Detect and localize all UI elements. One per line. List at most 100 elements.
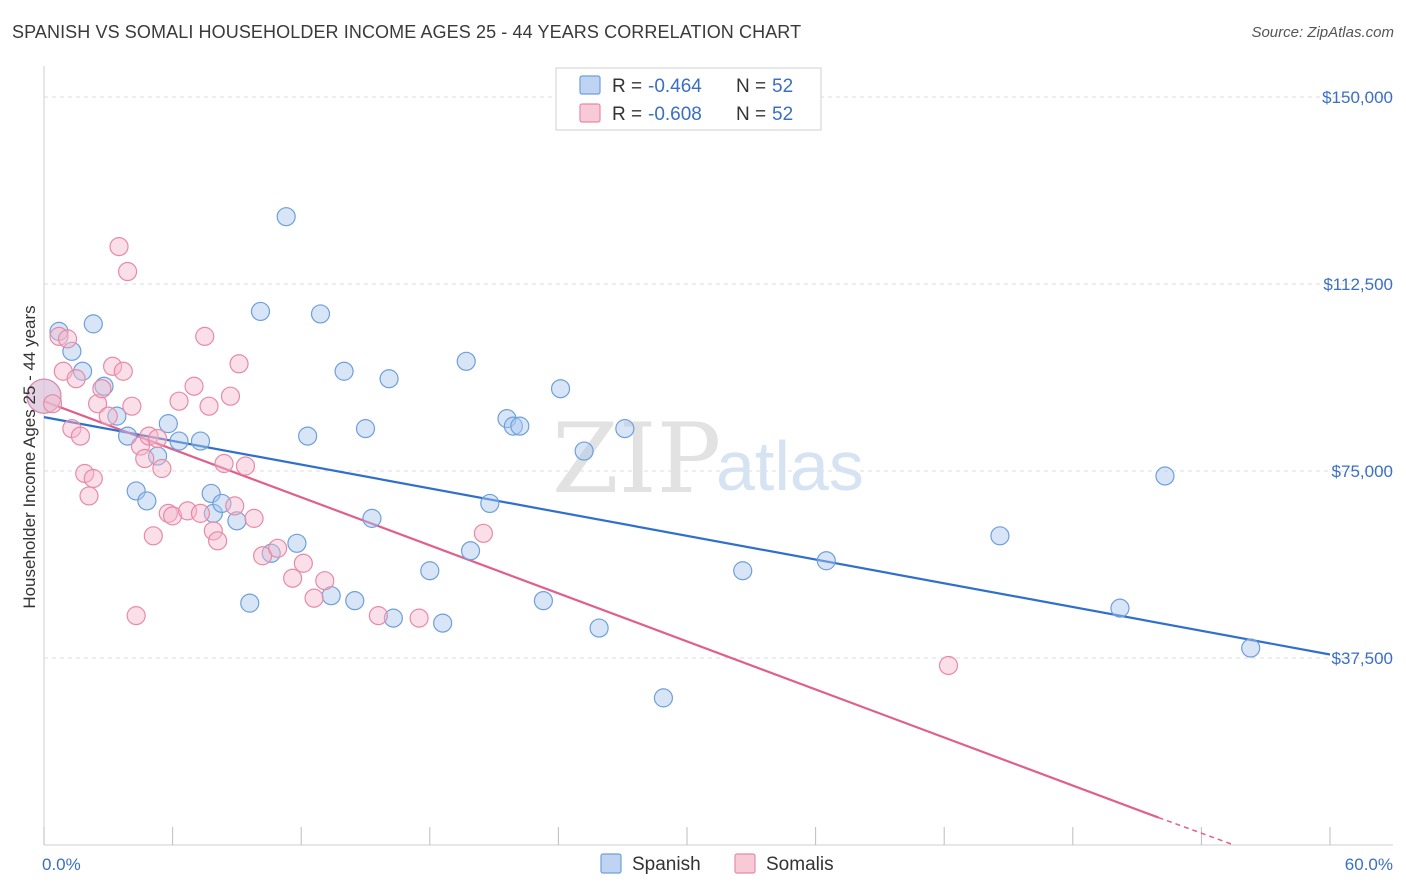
data-point-spanish [310, 304, 331, 324]
data-point-spanish [589, 618, 609, 638]
trend-line-spanish [43, 416, 1331, 656]
source-label: Source: ZipAtlas.com [1251, 24, 1394, 41]
data-point-spanish [383, 608, 403, 628]
data-point-somalis [57, 329, 78, 349]
legend-swatch-spanish [579, 75, 601, 95]
data-point-somalis [70, 426, 91, 446]
data-point-spanish [334, 361, 354, 381]
data-point-spanish [1110, 598, 1130, 618]
data-point-somalis [473, 523, 493, 543]
data-point-spanish [615, 419, 635, 439]
data-point-spanish [201, 483, 221, 504]
axes [43, 66, 1393, 846]
series-spanish [26, 207, 1261, 708]
data-point-spanish [83, 314, 103, 334]
series-swatch-spanish [600, 853, 622, 874]
x-tick-label: 0.0% [42, 855, 81, 874]
data-point-spanish [550, 379, 571, 399]
data-point-spanish [379, 369, 399, 389]
trend-extension-somalis [1158, 816, 1235, 846]
data-point-spanish [345, 591, 365, 611]
data-point-spanish [62, 341, 82, 361]
data-point-spanish [72, 361, 93, 381]
data-point-spanish [362, 508, 382, 528]
data-point-spanish [1241, 638, 1261, 658]
data-point-spanish [503, 416, 523, 436]
data-point-somalis [225, 496, 245, 516]
data-point-somalis [229, 354, 249, 374]
data-point-spanish [1155, 466, 1175, 486]
x-tick-label: 60.0% [1345, 855, 1393, 874]
data-point-somalis [214, 453, 234, 474]
data-point-somalis [368, 606, 388, 626]
data-point-somalis [184, 376, 204, 396]
legend-n-label: N = [736, 76, 766, 97]
data-point-spanish [298, 426, 318, 446]
y-tick-labels: $37,500 $75,000 $112,500 $150,000 [1322, 88, 1393, 668]
data-point-spanish [287, 533, 307, 553]
y-tick-label: $150,000 [1322, 88, 1393, 107]
legend-n-value: 52 [772, 76, 793, 97]
legend-swatch-somalis [579, 103, 601, 123]
data-point-somalis [117, 261, 138, 282]
data-point-somalis [938, 655, 959, 676]
x-tick-labels: 0.0% 60.0% [42, 855, 1393, 874]
data-point-somalis [235, 456, 256, 476]
data-point-spanish [433, 613, 453, 633]
stats-legend: R = -0.464 N = 52 R = -0.608 N = 52 [555, 67, 822, 131]
series-label-spanish: Spanish [632, 854, 701, 875]
legend-n-label: N = [736, 104, 766, 125]
data-point-somalis [208, 531, 228, 551]
watermark-atlas: atlas [716, 427, 864, 505]
y-tick-label: $112,500 [1323, 275, 1393, 294]
data-point-somalis [66, 369, 86, 389]
data-point-somalis [304, 588, 324, 608]
data-point-somalis [83, 468, 103, 489]
data-point-spanish [420, 561, 440, 581]
y-tick-label: $75,000 [1332, 462, 1393, 481]
data-point-somalis [109, 237, 129, 257]
legend-r-label: R = [612, 76, 642, 97]
legend-r-value: -0.464 [648, 76, 702, 97]
gridlines [44, 96, 1393, 659]
data-point-spanish [460, 541, 481, 561]
y-axis-title: Householder Income Ages 25 - 44 years [20, 305, 39, 608]
data-point-spanish [190, 431, 211, 451]
data-point-spanish [480, 493, 500, 514]
series-legend: Spanish Somalis [600, 853, 834, 875]
data-point-somalis [122, 396, 142, 416]
data-point-spanish [169, 431, 189, 451]
data-point-somalis [220, 386, 241, 406]
legend-r-label: R = [612, 104, 642, 125]
data-point-spanish [158, 414, 178, 434]
data-point-somalis [147, 428, 168, 449]
data-point-somalis [203, 521, 223, 541]
data-point-somalis [113, 361, 133, 381]
data-point-spanish [456, 351, 476, 371]
data-point-somalis [163, 506, 183, 526]
series-label-somalis: Somalis [766, 854, 834, 875]
data-point-spanish [816, 551, 836, 571]
series-swatch-somalis [734, 853, 756, 874]
data-point-somalis [293, 553, 313, 573]
data-point-somalis [190, 503, 211, 523]
data-point-somalis [199, 396, 219, 416]
data-point-spanish [117, 426, 138, 446]
data-point-somalis [152, 458, 172, 479]
data-point-spanish [574, 441, 594, 461]
data-point-spanish [250, 301, 271, 322]
data-point-spanish [990, 526, 1010, 546]
data-point-somalis [102, 356, 123, 376]
data-point-somalis [79, 486, 99, 506]
data-point-somalis [135, 448, 155, 469]
data-point-spanish [94, 376, 114, 396]
data-point-somalis [169, 391, 189, 411]
watermark-zip: ZIP [552, 403, 721, 515]
data-point-somalis [268, 538, 288, 558]
data-point-somalis [87, 394, 108, 414]
data-point-somalis [126, 606, 146, 626]
data-point-spanish [653, 688, 674, 708]
data-point-somalis [283, 568, 303, 588]
legend-r-value: -0.608 [648, 104, 702, 125]
